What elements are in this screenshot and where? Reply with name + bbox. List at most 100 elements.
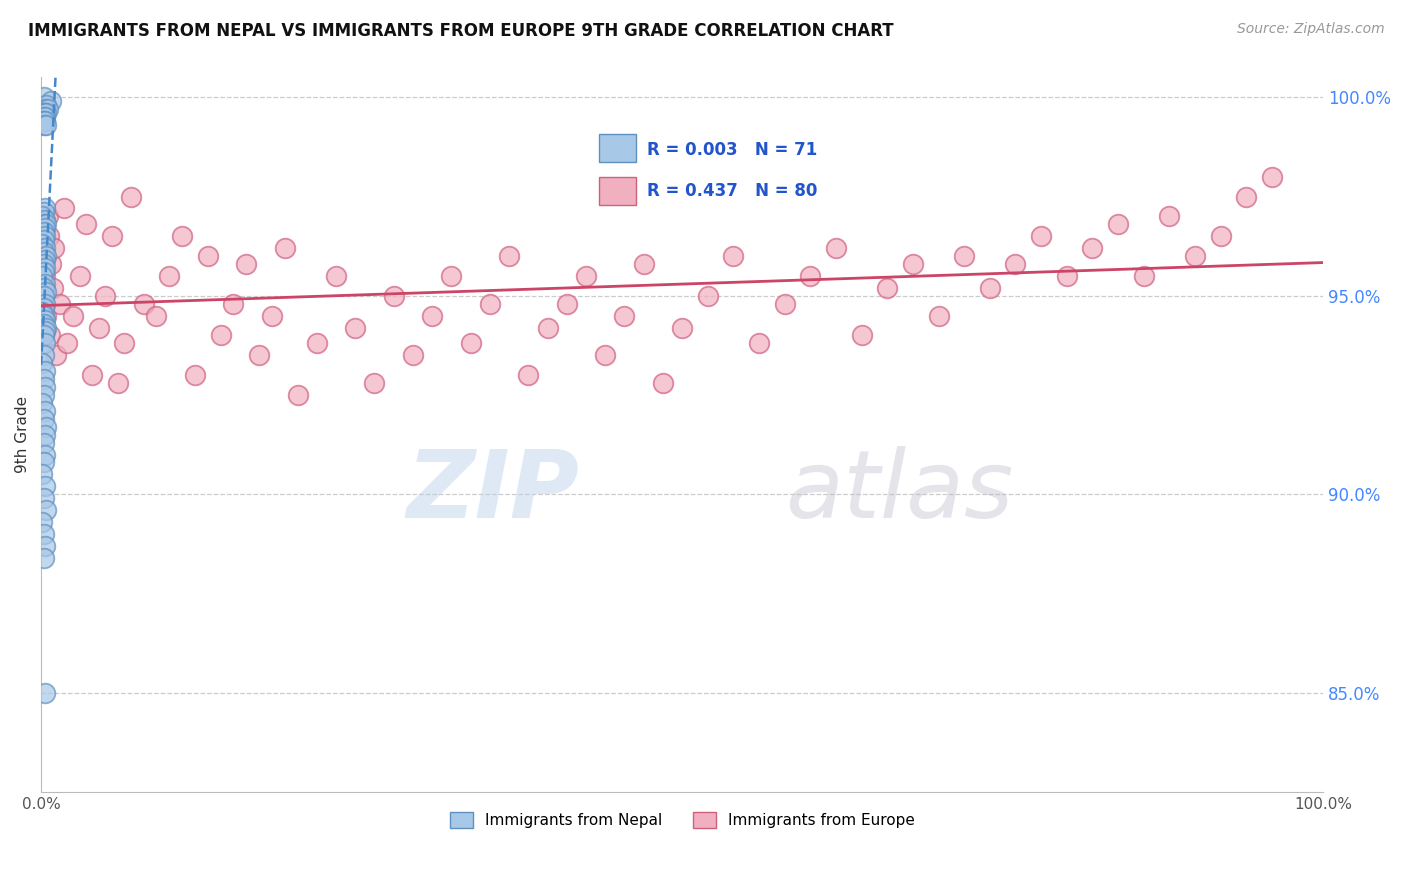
Point [41, 281, 63, 295]
Point [32, 550, 55, 565]
Point [273, 241, 295, 255]
Text: R = 0.437   N = 80: R = 0.437 N = 80 [647, 182, 817, 200]
Point [31, 396, 53, 410]
Point [222, 296, 245, 310]
Point [35, 309, 58, 323]
Point [696, 289, 718, 303]
Legend: Immigrants from Nepal, Immigrants from Europe: Immigrants from Nepal, Immigrants from E… [443, 806, 921, 834]
Point [53, 202, 76, 216]
Point [287, 388, 309, 402]
Point [825, 241, 848, 255]
Point [363, 376, 385, 390]
Point [1132, 268, 1154, 283]
Point [32, 225, 55, 239]
Text: ZIP: ZIP [406, 446, 579, 538]
Point [928, 309, 950, 323]
Point [34, 479, 56, 493]
Point [32, 257, 55, 271]
Point [34, 539, 56, 553]
Point [31, 356, 53, 370]
Point [49, 296, 72, 310]
Point [1081, 241, 1104, 255]
Point [31, 467, 53, 482]
Point [344, 320, 367, 334]
Point [555, 296, 578, 310]
Point [34, 380, 56, 394]
Point [45, 348, 67, 362]
Point [184, 368, 207, 383]
Point [1209, 229, 1232, 244]
Point [671, 320, 693, 334]
Point [32, 110, 55, 124]
Point [32, 205, 55, 219]
Point [1056, 268, 1078, 283]
Point [32, 90, 55, 104]
Point [209, 328, 232, 343]
Point [34, 336, 56, 351]
Point [34, 114, 56, 128]
Point [32, 245, 55, 260]
Point [32, 372, 55, 386]
Point [87, 320, 110, 334]
Point [34, 213, 56, 227]
Point [31, 114, 53, 128]
Point [32, 118, 55, 132]
Point [69, 268, 91, 283]
Point [132, 296, 155, 310]
Point [851, 328, 873, 343]
Point [34, 202, 56, 216]
Point [34, 229, 56, 244]
Point [35, 249, 58, 263]
Point [498, 249, 520, 263]
Point [35, 217, 58, 231]
Point [723, 249, 745, 263]
Point [34, 106, 56, 120]
Point [39, 328, 62, 343]
Y-axis label: 9th Grade: 9th Grade [15, 396, 30, 474]
Text: atlas: atlas [785, 446, 1012, 537]
Point [235, 257, 257, 271]
Point [325, 268, 347, 283]
Point [32, 114, 55, 128]
Point [114, 336, 136, 351]
Point [42, 241, 65, 255]
Point [31, 515, 53, 529]
Point [34, 260, 56, 275]
Point [34, 296, 56, 310]
Point [613, 309, 636, 323]
Point [876, 281, 898, 295]
Point [34, 277, 56, 291]
Point [32, 301, 55, 315]
Point [34, 268, 56, 283]
Point [100, 229, 122, 244]
Point [172, 229, 194, 244]
Text: IMMIGRANTS FROM NEPAL VS IMMIGRANTS FROM EUROPE 9TH GRADE CORRELATION CHART: IMMIGRANTS FROM NEPAL VS IMMIGRANTS FROM… [28, 22, 894, 40]
Point [31, 249, 53, 263]
Point [38, 229, 60, 244]
Point [31, 268, 53, 283]
Point [32, 328, 55, 343]
Point [35, 98, 58, 112]
Point [35, 118, 58, 132]
Point [536, 320, 558, 334]
Point [32, 491, 55, 506]
Point [748, 336, 770, 351]
Point [32, 217, 55, 231]
Point [1184, 249, 1206, 263]
Point [34, 253, 56, 268]
Point [197, 249, 219, 263]
Point [402, 348, 425, 362]
Point [953, 249, 976, 263]
Point [32, 317, 55, 331]
Point [34, 448, 56, 462]
Point [34, 427, 56, 442]
Point [773, 296, 796, 310]
Point [32, 265, 55, 279]
Point [35, 503, 58, 517]
Point [440, 268, 463, 283]
Text: Source: ZipAtlas.com: Source: ZipAtlas.com [1237, 22, 1385, 37]
Point [34, 325, 56, 339]
Point [32, 388, 55, 402]
Point [31, 304, 53, 318]
Point [593, 348, 616, 362]
